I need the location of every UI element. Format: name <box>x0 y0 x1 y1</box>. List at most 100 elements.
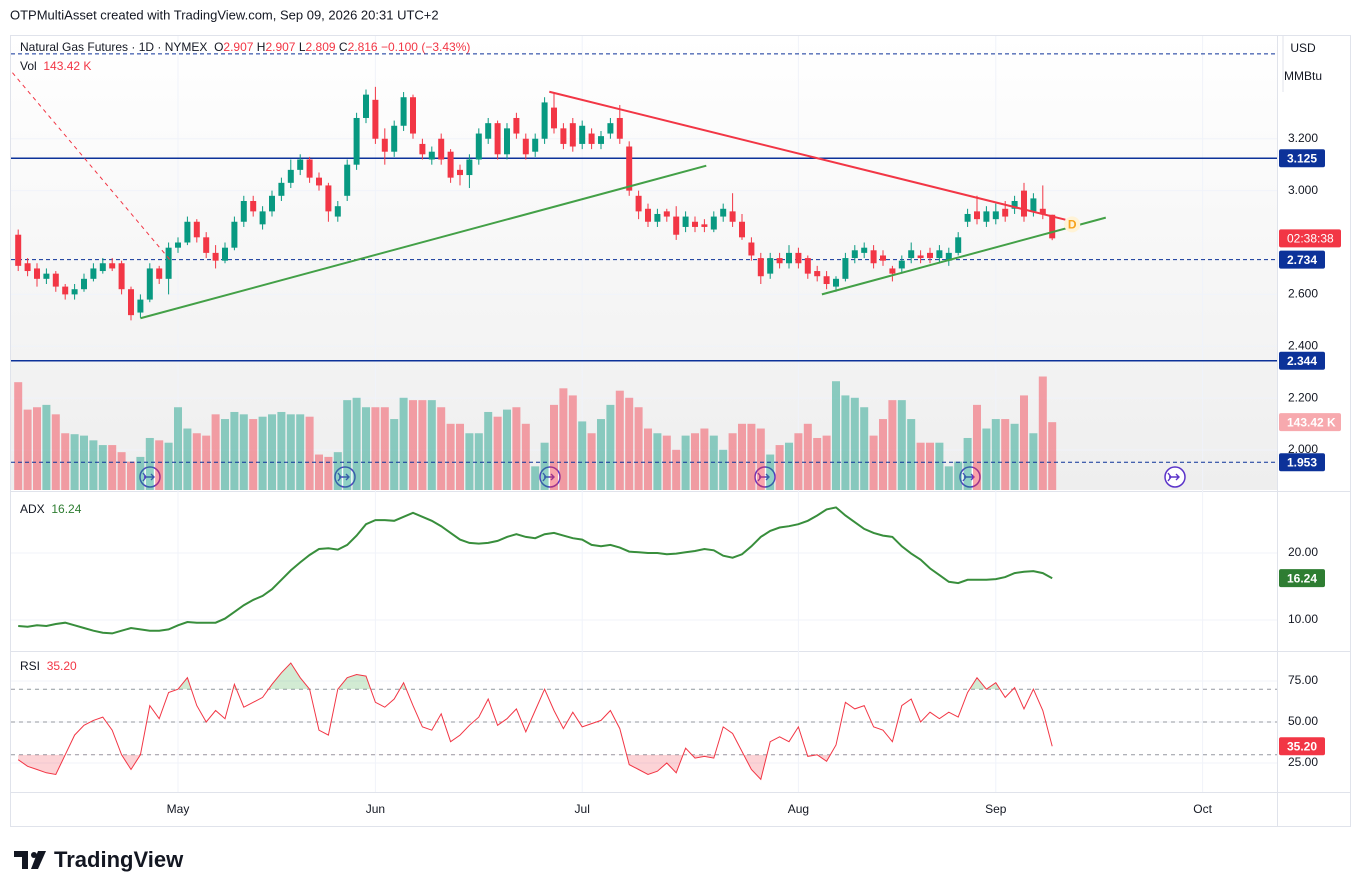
volume-bar <box>634 407 643 490</box>
change-pct: (−3.43%) <box>421 40 471 54</box>
volume-bar <box>982 428 991 490</box>
volume-bar <box>221 419 229 490</box>
volume-bar <box>785 442 793 490</box>
candle-body <box>203 237 210 253</box>
volume-bar <box>860 407 869 490</box>
candle-body <box>485 123 492 139</box>
candle-body <box>419 143 426 155</box>
volume-bar <box>258 416 267 490</box>
volume-bar <box>869 435 878 490</box>
rsi-label: 35.20 <box>1287 739 1317 753</box>
y-tick-label: 2.000 <box>1288 442 1318 456</box>
volume-label: 143.42 K <box>1287 415 1336 429</box>
volume-bar <box>832 381 840 490</box>
candle-body <box>1039 208 1046 214</box>
candles: D <box>11 70 1107 321</box>
volume-bar <box>794 433 803 490</box>
volume-bar <box>14 382 23 490</box>
volume-bar <box>1001 419 1010 490</box>
adx-legend: ADX 16.24 <box>20 502 81 516</box>
candle-body <box>287 169 294 183</box>
volume-bar <box>108 445 117 490</box>
candle-body <box>1021 190 1027 217</box>
adx-label: 16.24 <box>1287 571 1317 585</box>
volume-bar <box>503 409 511 490</box>
candle-body <box>428 151 435 160</box>
volume-bar <box>963 437 972 490</box>
candle-body <box>1030 198 1037 212</box>
x-tick-label: Oct <box>1193 802 1212 816</box>
candle-body <box>43 273 50 279</box>
candle-body <box>109 263 116 269</box>
volume-bar <box>305 416 314 490</box>
volume-bar <box>117 452 126 490</box>
candle-body <box>1002 208 1009 217</box>
logo-mark <box>31 852 37 858</box>
volume-bar <box>1029 433 1038 490</box>
volume-bar <box>409 400 417 490</box>
trend-line <box>549 90 1066 221</box>
volume-bar <box>296 414 305 490</box>
candle-body <box>137 299 144 313</box>
candle-body <box>635 195 642 212</box>
candle-body <box>701 224 708 227</box>
candle-body <box>15 234 22 266</box>
candle-body <box>466 159 473 176</box>
candle-body <box>654 213 661 222</box>
volume-bar <box>399 397 408 490</box>
volume-bar <box>343 400 352 490</box>
candle-body <box>569 123 576 147</box>
logo-mark <box>14 851 28 869</box>
volume-bar <box>211 414 220 490</box>
rsi-legend: RSI 35.20 <box>20 659 77 673</box>
volume-bar <box>973 404 981 490</box>
volume-bar <box>127 461 135 490</box>
candle-body <box>842 258 849 279</box>
volume-bar <box>700 428 709 490</box>
volume-bar <box>352 397 361 490</box>
volume-bar <box>719 449 728 490</box>
y-tick-label: 10.00 <box>1288 612 1318 626</box>
y-tick-label: 75.00 <box>1288 673 1318 687</box>
volume-bar <box>333 452 342 490</box>
session-arrows <box>142 472 1180 482</box>
volume-bar <box>230 411 239 490</box>
candle-body <box>212 252 219 261</box>
candle-body <box>118 263 125 290</box>
candle-body <box>776 258 783 264</box>
candle-body <box>259 211 266 225</box>
volume-bar <box>916 442 925 490</box>
volume-bar <box>888 400 897 490</box>
volume-bars <box>14 376 1057 490</box>
volume-bar <box>531 466 540 490</box>
rsi-name: RSI <box>20 659 41 673</box>
candle-body <box>645 208 651 222</box>
candle-body <box>757 258 764 277</box>
candle-body <box>391 125 398 152</box>
candle-body <box>692 221 698 227</box>
candle-body <box>804 258 811 274</box>
candle-body <box>372 99 379 139</box>
session-arrow <box>1167 472 1180 482</box>
volume-bar <box>474 433 483 490</box>
volume-bar <box>136 456 145 490</box>
candle-body <box>400 97 407 126</box>
candle-body <box>786 252 792 264</box>
volume-bar <box>738 423 746 490</box>
volume-bar <box>390 419 399 490</box>
candle-body <box>297 159 304 170</box>
y-tick-label: 20.00 <box>1288 545 1318 559</box>
volume-bar <box>33 407 41 490</box>
volume-bar <box>61 433 70 490</box>
volume-bar <box>1048 422 1057 490</box>
x-tick-label: Jul <box>575 802 590 816</box>
x-tick-label: May <box>167 802 190 816</box>
candle-body <box>325 185 332 212</box>
candle-body <box>974 211 980 220</box>
level-label: 2.734 <box>1287 253 1317 267</box>
volume-bar <box>954 461 963 490</box>
y-tick-label: 2.200 <box>1288 390 1318 404</box>
ohlc-letter: C <box>338 40 348 54</box>
candle-body <box>250 200 257 212</box>
y-tick-label: 3.200 <box>1288 131 1318 145</box>
